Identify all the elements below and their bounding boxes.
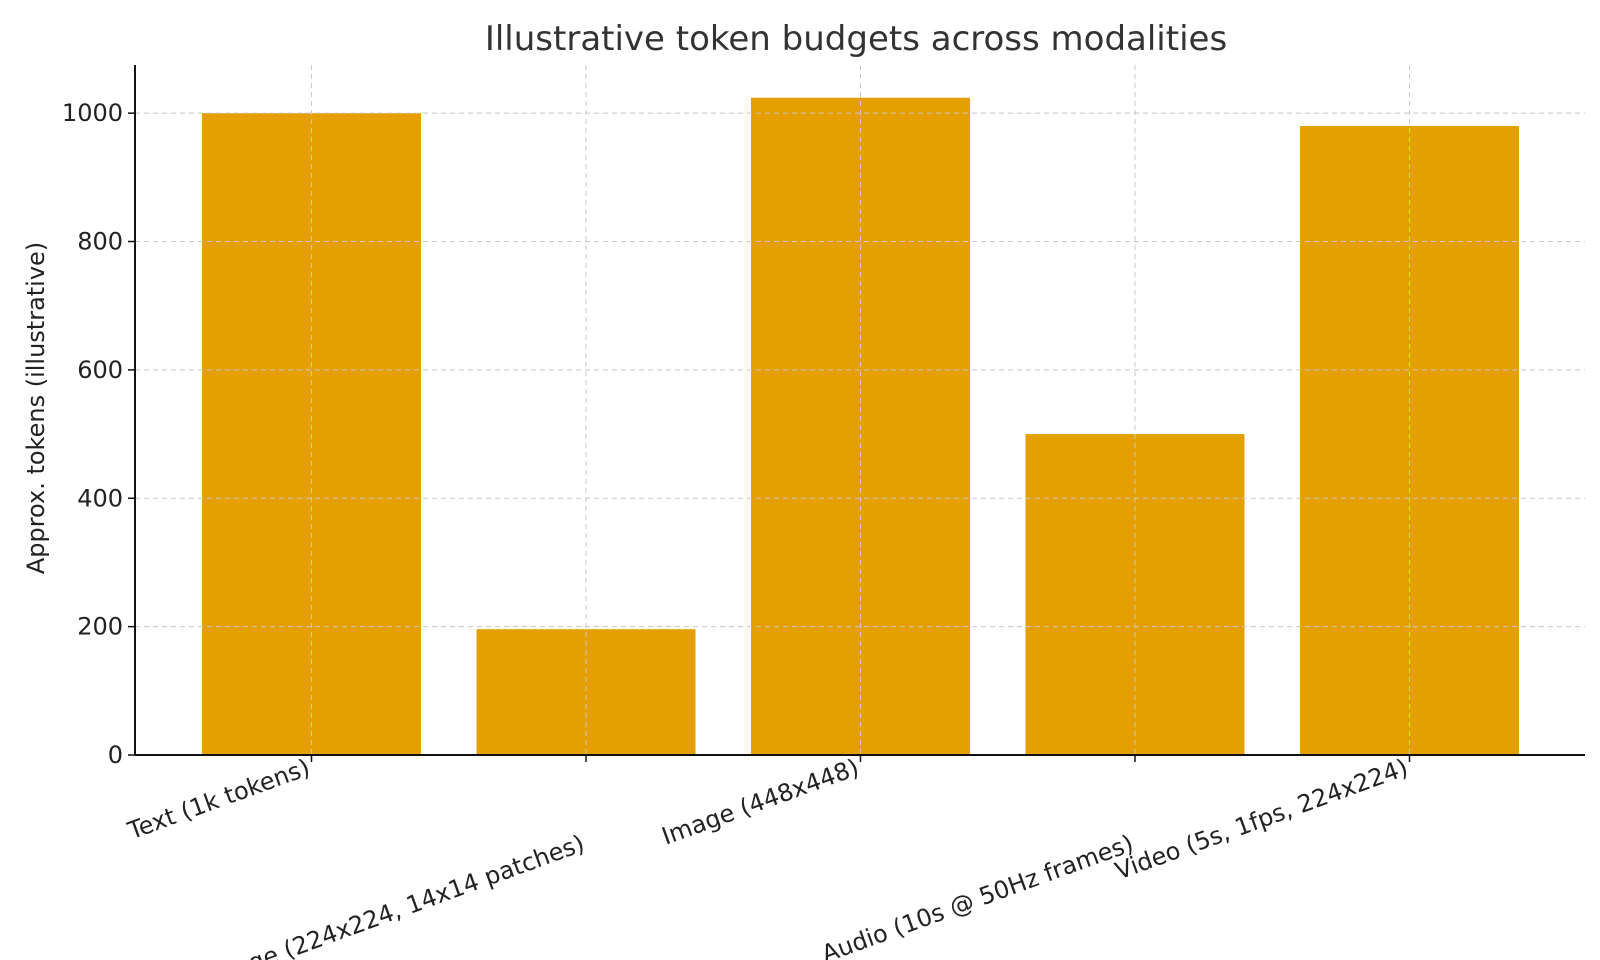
bar xyxy=(1025,434,1245,755)
x-tick-label: Image (224x224, 14x14 patches) xyxy=(202,829,588,960)
y-ticks: 0 200 400 600 800 1000 xyxy=(62,99,135,769)
axes xyxy=(134,65,1585,756)
x-tick-label: Video (5s, 1fps, 224x224) xyxy=(1111,753,1411,885)
x-tick-label: Image (448x448) xyxy=(658,753,862,850)
y-tick-label: 0 xyxy=(108,741,123,769)
y-tick-label: 400 xyxy=(77,484,123,512)
y-tick-label: 200 xyxy=(77,613,123,641)
y-tick-label: 1000 xyxy=(62,99,123,127)
chart-title: Illustrative token budgets across modali… xyxy=(485,19,1227,59)
y-tick-label: 600 xyxy=(77,356,123,384)
bar xyxy=(476,629,696,755)
y-tick-label: 800 xyxy=(77,228,123,256)
y-axis-label: Approx. tokens (illustrative) xyxy=(22,242,50,574)
x-tick-label: Audio (10s @ 50Hz frames) xyxy=(818,829,1137,960)
x-tick-label: Text (1k tokens) xyxy=(123,753,313,845)
grid xyxy=(135,65,1585,755)
x-ticks: Text (1k tokens)Image (224x224, 14x14 pa… xyxy=(123,753,1411,960)
